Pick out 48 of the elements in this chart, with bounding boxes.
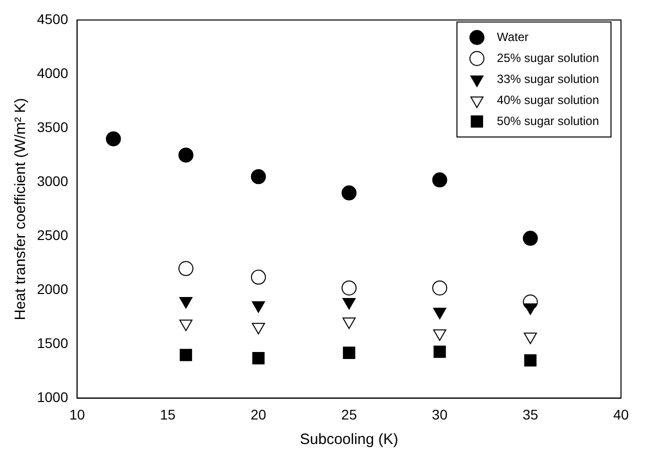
point [524, 332, 537, 344]
x-tick-label: 10 [69, 406, 86, 422]
point [106, 131, 121, 146]
point [432, 280, 448, 296]
y-tick-label: 3500 [36, 118, 68, 135]
point [342, 317, 356, 329]
point [252, 322, 265, 334]
point [250, 270, 266, 285]
point [432, 172, 448, 188]
y-tick-label: 1500 [36, 335, 68, 352]
y-axis-title: Heat transfer coefficient (W/m² K) [12, 98, 30, 320]
legend-label: 33% sugar solution [496, 72, 600, 86]
point [433, 308, 446, 320]
legend-label: Water [496, 30, 528, 44]
y-tick-label: 2000 [36, 281, 68, 297]
point [524, 303, 537, 315]
point [522, 230, 538, 246]
y-tick-label: 1000 [36, 389, 68, 406]
point [250, 169, 266, 184]
y-tick-label: 2500 [36, 226, 68, 243]
y-tick-label: 4500 [36, 10, 68, 27]
x-tick-label: 35 [522, 406, 538, 422]
point [252, 352, 265, 364]
legend-label: 25% sugar solution [496, 50, 600, 65]
y-tick-label: 4000 [36, 64, 68, 81]
point [522, 294, 538, 310]
point [342, 346, 356, 359]
x-tick-label: 40 [613, 406, 629, 422]
point [179, 320, 192, 332]
point [342, 298, 356, 310]
x-axis-title: Subcooling (K) [300, 431, 398, 448]
point [524, 354, 537, 367]
point [180, 348, 192, 362]
x-tick-label: 15 [160, 406, 176, 422]
legend-label: 50% sugar solution [496, 114, 600, 128]
x-tick-label: 25 [341, 406, 358, 422]
x-tick-label: 30 [432, 406, 448, 422]
point [342, 280, 357, 296]
point [179, 296, 192, 308]
x-tick-label: 20 [250, 406, 266, 422]
point [342, 185, 357, 200]
point [252, 301, 265, 313]
point [433, 329, 446, 341]
point [178, 261, 194, 276]
point [434, 346, 446, 358]
y-tick-label: 3000 [36, 172, 68, 189]
point [178, 148, 194, 163]
legend-label: 40% sugar solution [496, 92, 600, 107]
